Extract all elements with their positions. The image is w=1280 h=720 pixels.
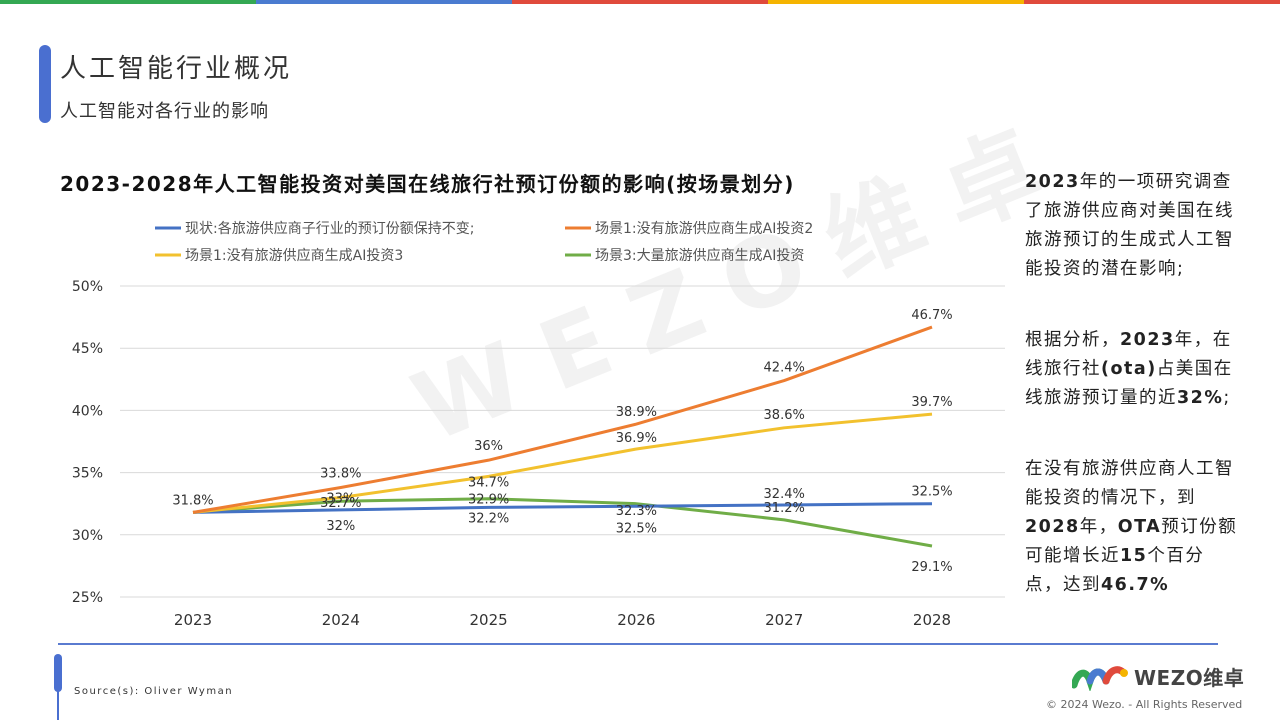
legend-label: 场景1:没有旅游供应商生成AI投资3 [185, 247, 403, 264]
data-label: 42.4% [764, 361, 805, 376]
body-text: 根据分析， [1025, 330, 1120, 350]
data-label: 33% [326, 491, 355, 506]
footer-accent-bar [54, 654, 62, 692]
series-line [192, 325, 933, 514]
data-label: 32.3% [616, 504, 657, 519]
footer-divider [58, 643, 1218, 645]
data-label: 32.9% [468, 493, 509, 508]
data-label: 38.6% [764, 408, 805, 423]
top-color-stripe [0, 0, 1280, 4]
data-label: 32.5% [616, 522, 657, 537]
body-text: 占美国在线旅游预订量的近 [1025, 359, 1233, 408]
data-label: 32.7% [320, 496, 361, 511]
x-tick-label: 2027 [765, 611, 803, 629]
data-label: 32.5% [911, 485, 952, 500]
highlight-text: 2023 [1120, 330, 1175, 350]
x-tick-label: 2024 [322, 611, 360, 629]
stripe-blue [256, 0, 512, 4]
data-label: 31.8% [172, 493, 213, 508]
data-label: 46.7% [911, 308, 952, 323]
body-text: ; [1223, 388, 1231, 408]
data-label: 31.2% [764, 501, 805, 516]
body-text: 个百分点，达到 [1025, 546, 1205, 595]
data-label: 36.9% [616, 431, 657, 446]
series-line [192, 412, 933, 514]
highlight-text: 15 [1120, 546, 1148, 566]
wezo-logo: WEZO维卓 [1072, 662, 1244, 691]
x-tick-label: 2026 [617, 611, 655, 629]
legend-label: 场景3:大量旅游供应商生成AI投资 [595, 247, 804, 264]
logo-text: WEZO维卓 [1134, 666, 1245, 690]
x-tick-label: 2023 [174, 611, 212, 629]
data-label: 36% [474, 439, 503, 454]
data-label: 33.8% [320, 467, 361, 482]
legend-label: 场景1:没有旅游供应商生成AI投资2 [595, 220, 813, 237]
source-note: Source(s): Oliver Wyman [74, 686, 234, 697]
side-paragraph-3: 在没有旅游供应商人工智能投资的情况下，到 2028年，OTA预订份额可能增长近15… [1025, 455, 1240, 600]
line-chart: 50% 45% 40% 35% 30% 25% 2023 2024 2025 2026 2027 20… [72, 220, 1005, 629]
chart-title: 2023-2028年人工智能投资对美国在线旅行社预订份额的影响(按场景划分) [60, 172, 795, 196]
data-label: 32.4% [764, 487, 805, 502]
y-tick-label: 45% [72, 341, 103, 357]
highlight-text: 32% [1177, 388, 1224, 408]
footer-accent-line [57, 690, 59, 720]
wezo-logo-icon [1072, 665, 1128, 691]
data-label: 38.9% [616, 405, 657, 420]
body-text: 在没有旅游供应商人工智能投资的情况下，到 [1025, 459, 1234, 508]
y-tick-label: 40% [72, 403, 103, 419]
stripe-red-2 [1024, 0, 1280, 4]
stripe-yellow [768, 0, 1024, 4]
data-label: 32.2% [468, 511, 509, 526]
body-text: 年， [1079, 517, 1118, 537]
side-paragraph-2: 根据分析，2023年，在线旅行社(ota)占美国在线旅游预订量的近32%; [1025, 326, 1240, 413]
data-label: 39.7% [911, 395, 952, 410]
stripe-green [0, 0, 256, 4]
series-line [192, 502, 933, 514]
highlight-text: 2023 [1025, 172, 1080, 192]
page-subtitle: 人工智能对各行业的影响 [60, 101, 269, 122]
y-tick-label: 50% [72, 279, 103, 295]
highlight-text: (ota) [1101, 359, 1157, 379]
page-title: 人工智能行业概况 [60, 54, 293, 84]
title-accent-bar [39, 45, 51, 123]
highlight-text: 2028 [1025, 517, 1080, 537]
y-tick-label: 35% [72, 466, 103, 482]
y-tick-label: 25% [72, 590, 103, 606]
body-text: 年，在线旅行社 [1025, 330, 1232, 379]
highlight-text: 46.7% [1101, 575, 1170, 595]
highlight-text: OTA [1117, 517, 1162, 537]
body-text: 年的一项研究调查了旅游供应商对美国在线旅游预订的生成式人工智能投资的潜在影响; [1025, 172, 1234, 279]
x-tick-label: 2025 [470, 611, 508, 629]
stripe-red [512, 0, 768, 4]
side-paragraph-1: 2023年的一项研究调查了旅游供应商对美国在线旅游预订的生成式人工智能投资的潜在… [1025, 168, 1240, 284]
x-tick-label: 2028 [913, 611, 951, 629]
series-line [192, 497, 933, 548]
y-tick-label: 30% [72, 528, 103, 544]
data-label: 32% [326, 519, 355, 534]
legend-label: 现状:各旅游供应商子行业的预订份额保持不变; [185, 220, 474, 237]
body-text: 预订份额可能增长近 [1025, 517, 1238, 566]
data-label: 34.7% [468, 475, 509, 490]
data-label: 29.1% [911, 560, 952, 575]
copyright: © 2024 Wezo. - All Rights Reserved [1046, 698, 1243, 711]
